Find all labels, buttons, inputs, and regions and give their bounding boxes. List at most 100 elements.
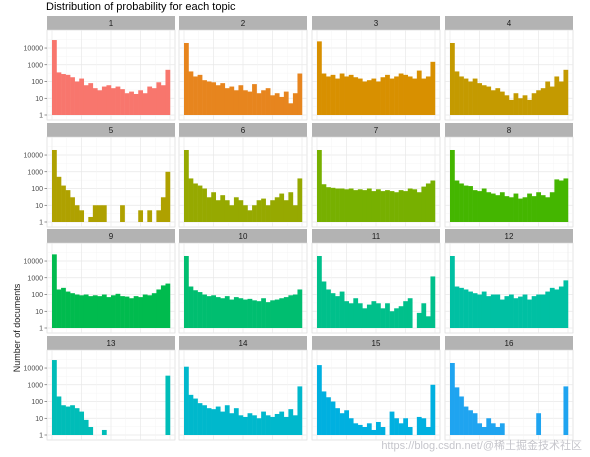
histogram-bar bbox=[522, 95, 528, 115]
histogram-bar bbox=[97, 296, 103, 328]
histogram-bar bbox=[197, 74, 203, 115]
histogram-bar bbox=[407, 76, 413, 115]
histogram-bar bbox=[215, 406, 221, 435]
histogram-bar bbox=[206, 197, 212, 222]
y-tick-label: 100 bbox=[31, 292, 43, 299]
histogram-bar bbox=[188, 178, 194, 222]
histogram-bar bbox=[394, 308, 399, 328]
histogram-bar bbox=[101, 86, 107, 115]
histogram-bar bbox=[403, 301, 409, 328]
histogram-bar bbox=[165, 283, 171, 328]
histogram-bar bbox=[147, 86, 153, 115]
facet-strip-label: 6 bbox=[241, 126, 246, 135]
histogram-bar bbox=[52, 40, 57, 115]
histogram-bar bbox=[545, 291, 551, 328]
histogram-bar bbox=[252, 84, 257, 115]
facet-strip bbox=[312, 336, 440, 350]
histogram-bar bbox=[357, 303, 363, 328]
histogram-bar bbox=[407, 427, 413, 435]
histogram-bar bbox=[326, 76, 331, 115]
facet-strip bbox=[312, 16, 440, 30]
facet-strip bbox=[445, 123, 573, 137]
histogram-bar bbox=[193, 398, 198, 435]
histogram-bar bbox=[147, 210, 153, 222]
histogram-bar bbox=[142, 294, 148, 328]
histogram-bar bbox=[454, 387, 460, 435]
histogram-bar bbox=[206, 81, 212, 115]
histogram-bar bbox=[52, 360, 57, 435]
histogram-bar bbox=[151, 293, 157, 328]
histogram-bar bbox=[450, 42, 455, 115]
histogram-bar bbox=[421, 78, 427, 115]
histogram-bar bbox=[376, 189, 381, 222]
histogram-bar bbox=[527, 193, 532, 222]
histogram-bar bbox=[274, 413, 280, 435]
histogram-bar bbox=[297, 386, 303, 435]
histogram-bar bbox=[243, 90, 248, 115]
histogram-bar bbox=[197, 185, 203, 222]
histogram-bar bbox=[229, 299, 235, 328]
histogram-bar bbox=[486, 418, 492, 435]
histogram-bar bbox=[65, 74, 71, 115]
facet-strip bbox=[445, 16, 573, 30]
histogram-bar bbox=[211, 192, 217, 222]
histogram-bar bbox=[468, 291, 473, 328]
histogram-bar bbox=[233, 297, 239, 328]
histogram-bar bbox=[88, 427, 94, 435]
y-tick-label: 1000 bbox=[27, 382, 43, 389]
facet-panel-1: 1 1 10 100 1000 10000 bbox=[24, 16, 176, 121]
histogram-bar bbox=[486, 296, 492, 328]
histogram-bar bbox=[247, 413, 253, 435]
histogram-bar bbox=[74, 294, 80, 328]
histogram-bar bbox=[459, 76, 464, 115]
histogram-bar bbox=[138, 210, 144, 222]
histogram-bar bbox=[193, 183, 198, 222]
facet-strip-label: 10 bbox=[239, 232, 248, 241]
histogram-bar bbox=[326, 187, 331, 222]
histogram-bar bbox=[147, 295, 153, 328]
histogram-bar bbox=[317, 365, 322, 435]
histogram-bar bbox=[353, 298, 359, 328]
histogram-bar bbox=[184, 366, 189, 435]
facet-strip-label: 3 bbox=[374, 19, 379, 28]
histogram-bar bbox=[61, 74, 66, 115]
facet-strip bbox=[47, 16, 175, 30]
histogram-bar bbox=[88, 216, 94, 222]
histogram-bar bbox=[83, 419, 89, 435]
histogram-bar bbox=[261, 90, 266, 115]
histogram-bar bbox=[165, 69, 171, 115]
histogram-bar bbox=[490, 90, 496, 115]
histogram-bar bbox=[233, 408, 239, 435]
facet-strip bbox=[179, 336, 307, 350]
histogram-bar bbox=[321, 391, 327, 435]
y-tick-label: 1 bbox=[39, 220, 43, 227]
histogram-bar bbox=[197, 292, 203, 328]
histogram-bar bbox=[371, 78, 377, 115]
histogram-bar bbox=[362, 308, 368, 328]
histogram-bar bbox=[389, 311, 395, 328]
histogram-bar bbox=[142, 93, 148, 115]
histogram-bar bbox=[380, 77, 386, 115]
facet-strip-label: 2 bbox=[241, 19, 246, 28]
facet-strip-label: 4 bbox=[507, 19, 512, 28]
facet-panel-13: 13 1 10 100 1000 10000 bbox=[24, 336, 176, 441]
histogram-bar bbox=[224, 296, 230, 328]
histogram-bar bbox=[74, 81, 80, 115]
histogram-bar bbox=[297, 73, 303, 115]
histogram-bar bbox=[156, 82, 162, 115]
histogram-bar bbox=[65, 406, 71, 435]
histogram-bar bbox=[283, 297, 289, 328]
histogram-bar bbox=[495, 195, 501, 222]
histogram-bar bbox=[421, 418, 427, 435]
histogram-bar bbox=[184, 149, 189, 222]
histogram-bar bbox=[459, 396, 464, 435]
facet-strip bbox=[47, 123, 175, 137]
histogram-bar bbox=[450, 255, 455, 328]
histogram-bar bbox=[317, 255, 322, 328]
histogram-bar bbox=[344, 410, 350, 435]
histogram-bar bbox=[531, 196, 537, 222]
histogram-bar bbox=[193, 76, 198, 115]
histogram-bar bbox=[274, 299, 280, 328]
y-tick-label: 10000 bbox=[24, 366, 44, 373]
